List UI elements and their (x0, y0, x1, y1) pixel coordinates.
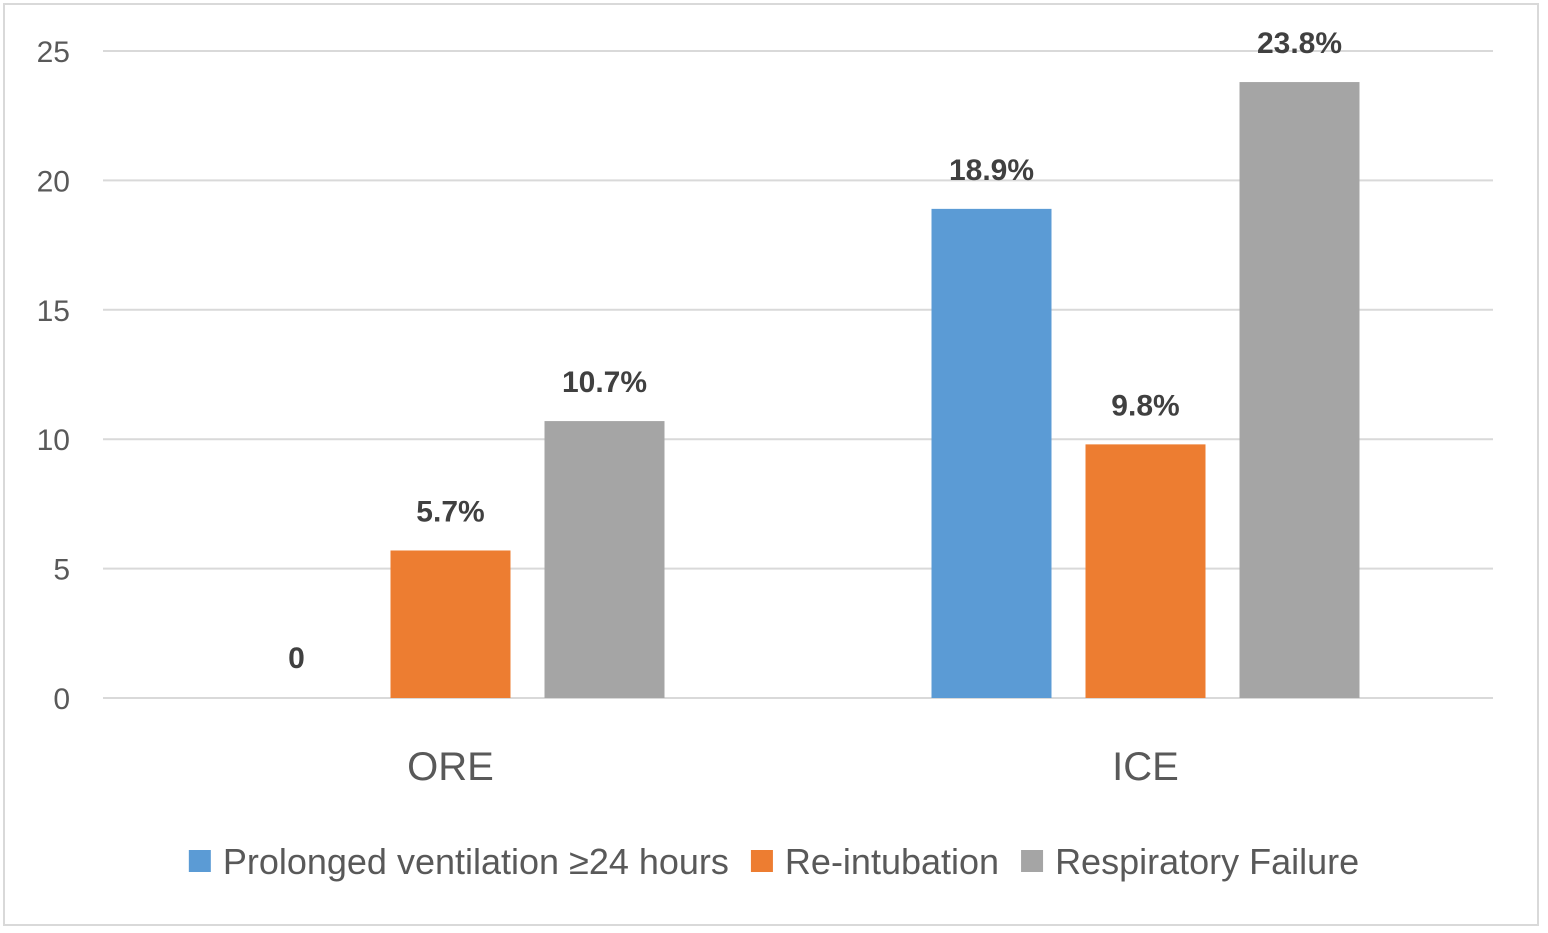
data-label: 23.8% (1257, 27, 1342, 60)
y-tick-label: 10 (37, 424, 70, 457)
data-label: 5.7% (416, 495, 484, 528)
legend-label: Re-intubation (785, 841, 999, 882)
legend-label: Respiratory Failure (1055, 841, 1359, 882)
x-category-label: ICE (1112, 745, 1179, 789)
y-tick-label: 0 (53, 683, 70, 716)
bar (931, 208, 1052, 699)
y-tick-label: 20 (37, 165, 70, 198)
y-tick-label: 15 (37, 295, 70, 328)
data-label: 18.9% (949, 154, 1034, 187)
bar (544, 421, 665, 698)
bar (390, 550, 511, 698)
legend-swatch (750, 850, 773, 872)
bar (1085, 444, 1206, 698)
data-label: 10.7% (562, 366, 647, 399)
data-label: 9.8% (1111, 389, 1179, 422)
bar (1239, 82, 1360, 698)
legend-swatch (188, 850, 211, 872)
legend-label: Prolonged ventilation ≥24 hours (223, 841, 729, 882)
legend-swatch (1021, 850, 1044, 872)
y-tick-label: 25 (37, 36, 70, 69)
x-category-label: ORE (407, 745, 494, 789)
data-label: 0 (288, 642, 305, 675)
y-tick-label: 5 (53, 554, 70, 587)
